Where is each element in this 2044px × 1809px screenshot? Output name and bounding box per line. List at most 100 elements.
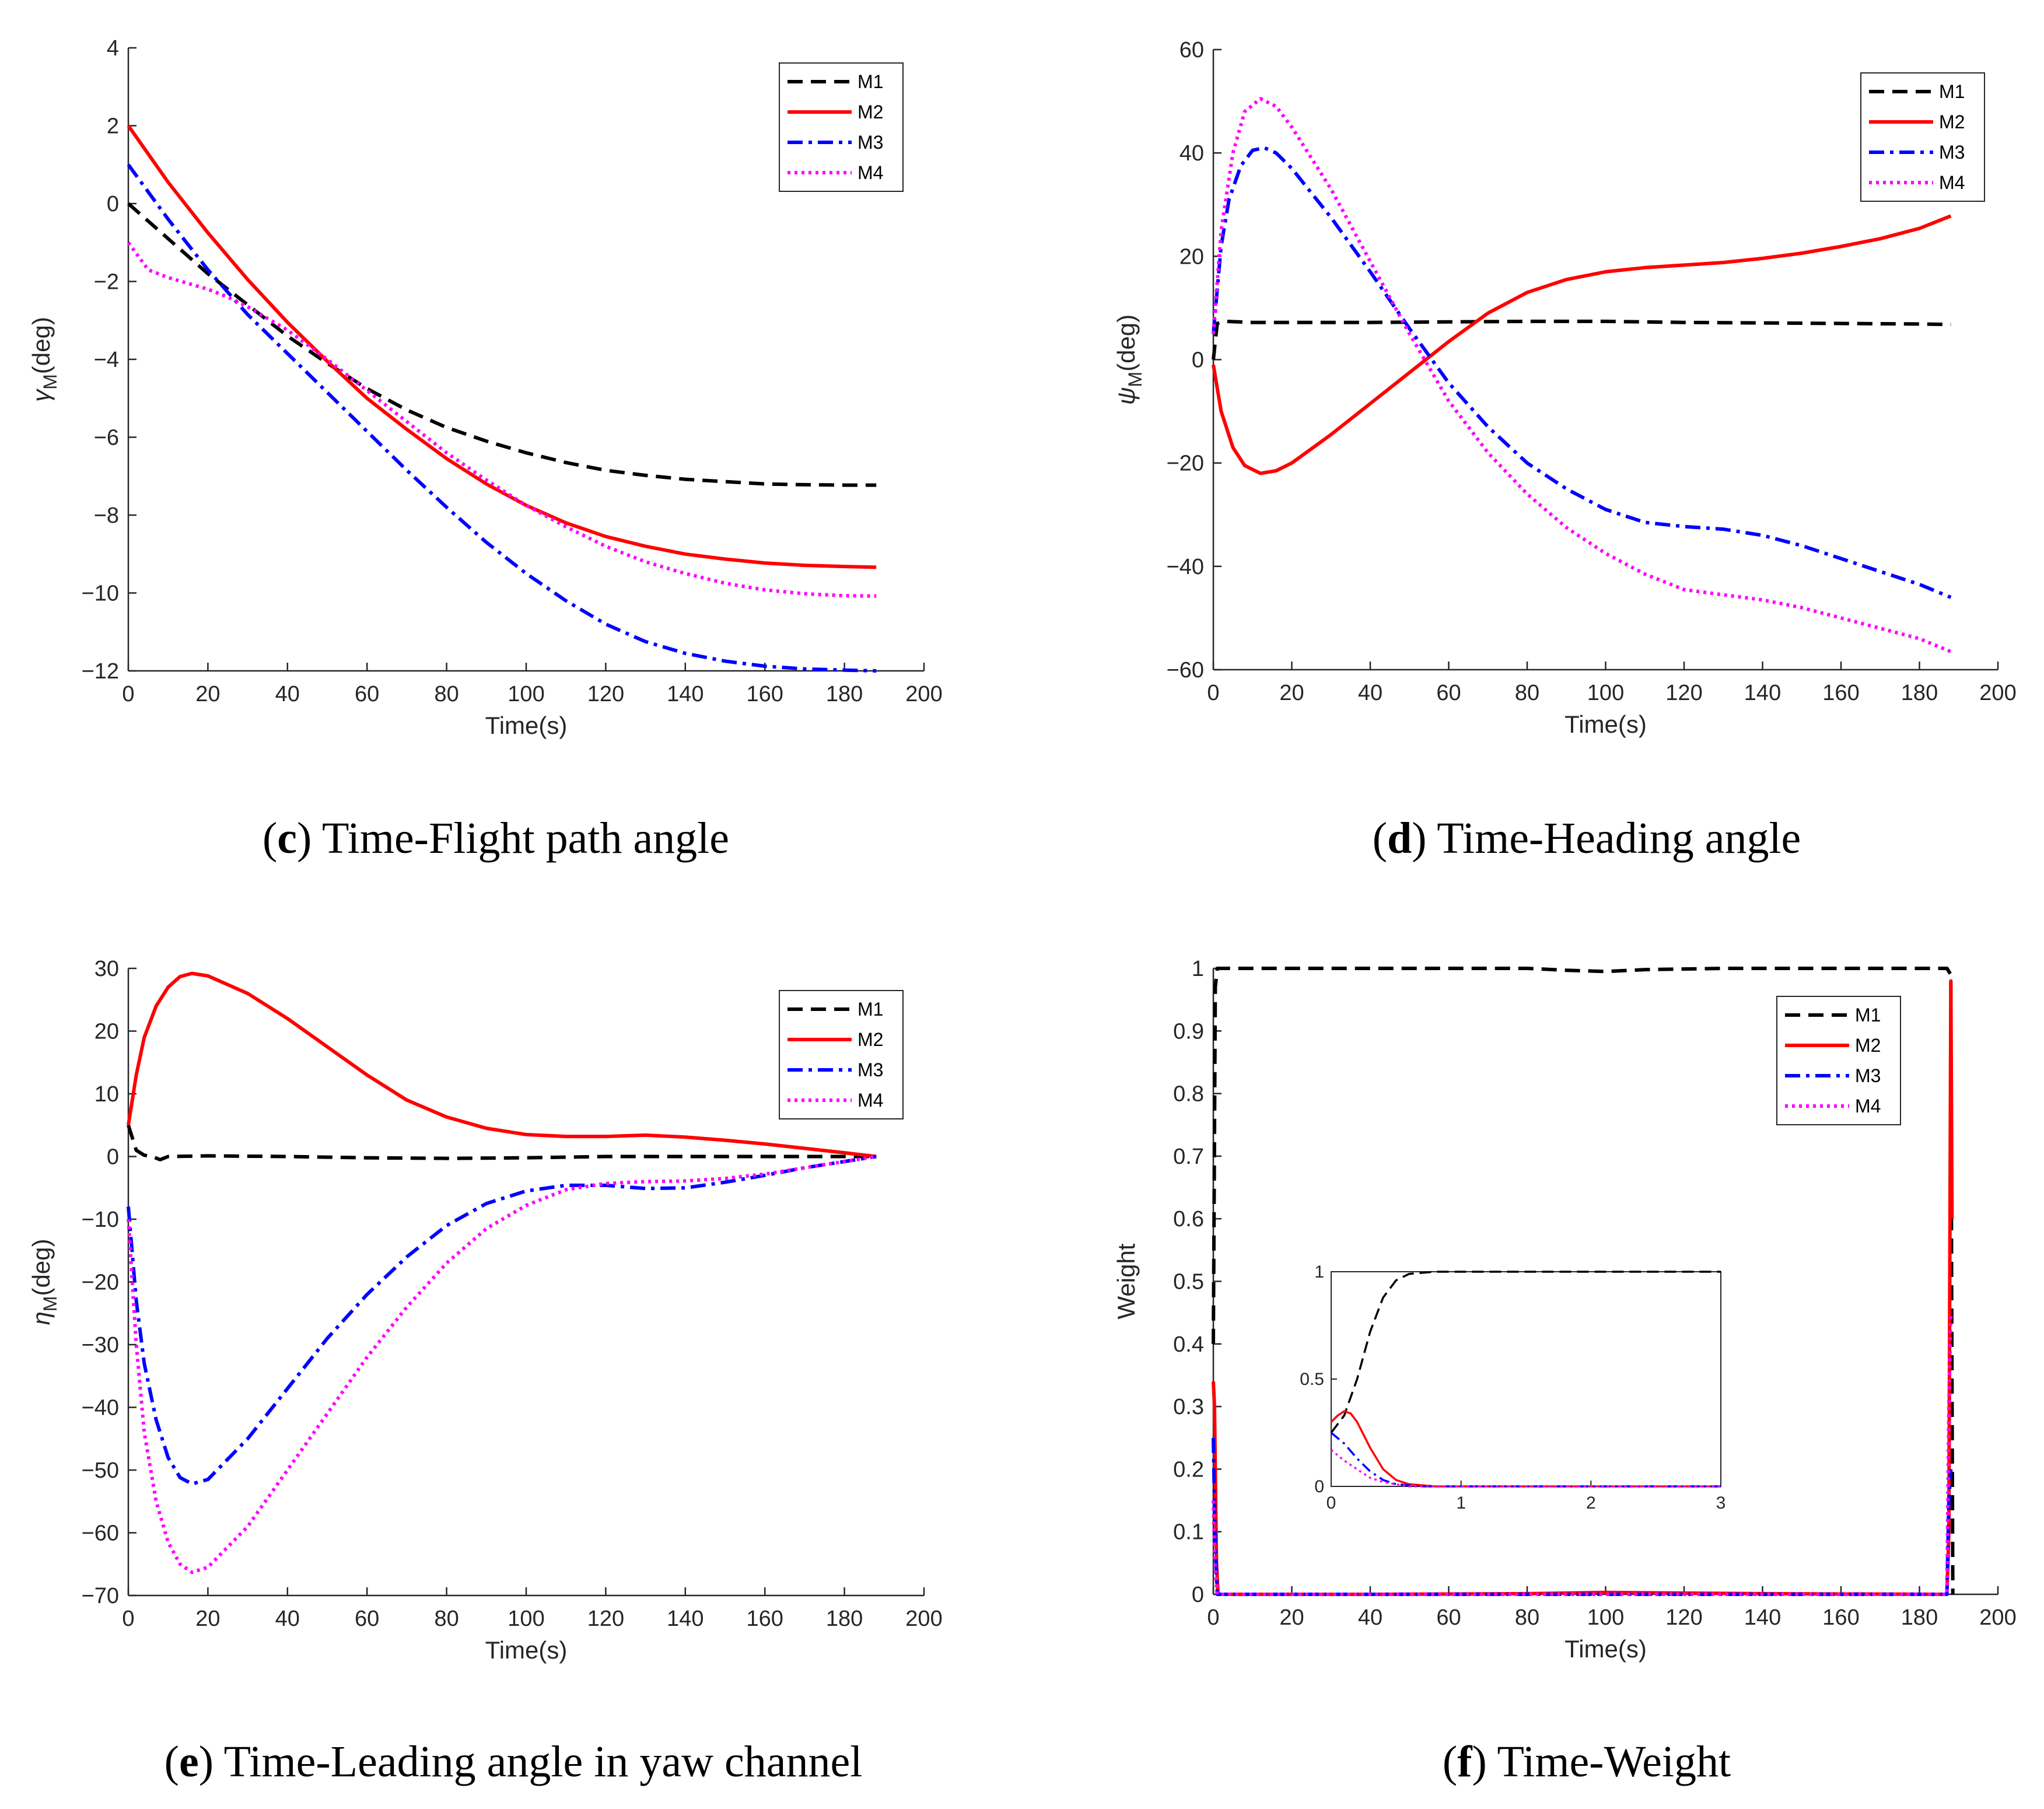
inset-series-line-m4 bbox=[1330, 1449, 1721, 1488]
x-tick-label: 100 bbox=[1587, 681, 1624, 705]
y-tick-label: 40 bbox=[1180, 141, 1204, 166]
panel-f: 0 20 40 60 80 100 120 140 160 180 20000.10.20.30.4… bbox=[1112, 957, 2017, 1786]
y-tick-label: 0 bbox=[1192, 1583, 1204, 1607]
panel-e: 0 20 40 60 80 100 120 140 160 180 200−70−60−50−40−… bbox=[27, 957, 943, 1786]
y-tick-label: −40 bbox=[82, 1396, 119, 1420]
x-tick-label: 0 bbox=[1207, 1605, 1219, 1630]
y-tick-label: 0.5 bbox=[1173, 1270, 1204, 1294]
y-tick-label: 20 bbox=[1180, 244, 1204, 269]
y-tick-label: 0 bbox=[107, 192, 119, 216]
y-tick-label: 0 bbox=[107, 1145, 119, 1170]
legend-box bbox=[779, 990, 904, 1119]
y-tick-label: 10 bbox=[94, 1082, 119, 1107]
x-axis-label: Time(s) bbox=[485, 1636, 568, 1664]
y-tick-label: 0.4 bbox=[1173, 1332, 1204, 1357]
y-axis-label-subscript: M bbox=[1125, 372, 1146, 387]
caption-text: Time-Flight path angle bbox=[312, 814, 729, 863]
x-tick-label: 80 bbox=[1515, 1605, 1539, 1630]
x-tick-label: 140 bbox=[667, 682, 704, 706]
x-tick-label: 180 bbox=[826, 1607, 863, 1631]
series-line-m4 bbox=[1212, 97, 1952, 653]
y-axis-label-subscript: M bbox=[40, 1296, 61, 1312]
legend-box bbox=[779, 62, 904, 192]
y-tick-label: −70 bbox=[82, 1584, 119, 1608]
y-axis-label: Weight bbox=[1112, 1243, 1140, 1319]
y-axis-label-unit: (deg) bbox=[27, 1238, 55, 1296]
x-tick-label: 160 bbox=[1822, 681, 1859, 705]
x-tick-label: 160 bbox=[746, 1607, 783, 1631]
x-tick-label: 40 bbox=[1358, 1605, 1382, 1630]
y-tick-label: −10 bbox=[82, 582, 119, 606]
series-line-m3 bbox=[127, 163, 877, 673]
y-tick-label: −20 bbox=[82, 1271, 119, 1295]
inset-series-line-m3 bbox=[1330, 1432, 1721, 1488]
legend-label-m1: M1 bbox=[1855, 1005, 1881, 1026]
x-tick-label: 140 bbox=[1744, 681, 1781, 705]
x-tick-label: 120 bbox=[1665, 1605, 1702, 1630]
caption-paren-open: ( bbox=[262, 814, 277, 863]
caption-paren-open: ( bbox=[1443, 1737, 1457, 1786]
x-tick-label: 200 bbox=[1979, 681, 2016, 705]
x-tick-label: 160 bbox=[746, 682, 783, 706]
y-tick-label: −40 bbox=[1167, 555, 1204, 579]
y-tick-label: 20 bbox=[94, 1020, 119, 1044]
legend-label-m3: M3 bbox=[1855, 1065, 1881, 1086]
y-axis-label: γM(deg) bbox=[27, 317, 61, 402]
caption-paren-close: ) bbox=[1412, 814, 1426, 863]
x-tick-label: 200 bbox=[905, 682, 942, 706]
y-tick-label: 0.7 bbox=[1173, 1145, 1204, 1169]
y-tick-label: 0.6 bbox=[1173, 1207, 1204, 1231]
legend-label-m2: M2 bbox=[1855, 1035, 1881, 1056]
y-tick-label: 0 bbox=[1192, 348, 1204, 373]
y-tick-label: −4 bbox=[94, 348, 119, 372]
legend-box bbox=[1776, 996, 1901, 1125]
x-tick-label: 120 bbox=[1665, 681, 1702, 705]
x-tick-label: 100 bbox=[1587, 1605, 1624, 1630]
series-line-m1 bbox=[1212, 967, 1955, 1595]
y-tick-label: 1 bbox=[1192, 957, 1204, 981]
y-tick-label: −60 bbox=[82, 1521, 119, 1546]
inset-y-tick-label: 1 bbox=[1314, 1262, 1324, 1282]
caption-paren-close: ) bbox=[1472, 1737, 1487, 1786]
x-tick-label: 40 bbox=[1358, 681, 1382, 705]
legend-label-m2: M2 bbox=[1939, 111, 1965, 132]
y-tick-label: 0.3 bbox=[1173, 1395, 1204, 1419]
x-axis-label: Time(s) bbox=[1564, 711, 1647, 738]
inset-frame bbox=[1331, 1271, 1721, 1487]
panel-caption: (f) Time-Weight bbox=[1443, 1737, 1731, 1786]
x-tick-label: 60 bbox=[355, 1607, 379, 1631]
y-tick-label: −10 bbox=[82, 1208, 119, 1232]
x-tick-label: 120 bbox=[587, 682, 624, 706]
inset-x-tick-label: 3 bbox=[1716, 1493, 1726, 1513]
x-tick-label: 200 bbox=[1979, 1605, 2016, 1630]
series-line-m2 bbox=[127, 971, 877, 1159]
panel-caption: (e) Time-Leading angle in yaw channel bbox=[164, 1737, 863, 1786]
x-tick-label: 180 bbox=[1901, 1605, 1938, 1630]
inset-chart: 0 1 2 3 0 0.5 1 bbox=[1300, 1262, 1726, 1513]
x-tick-label: 0 bbox=[122, 682, 134, 706]
legend: M1 M2 M3 M4 bbox=[1776, 996, 1901, 1125]
x-tick-label: 140 bbox=[1744, 1605, 1781, 1630]
caption-text: Time-Heading angle bbox=[1427, 814, 1801, 863]
x-tick-label: 40 bbox=[275, 1607, 300, 1631]
x-tick-label: 20 bbox=[1279, 681, 1304, 705]
caption-paren-open: ( bbox=[164, 1737, 179, 1786]
caption-paren-open: ( bbox=[1373, 814, 1387, 863]
legend-label-m3: M3 bbox=[858, 1059, 883, 1080]
legend-label-m1: M1 bbox=[858, 999, 883, 1020]
x-tick-label: 60 bbox=[1436, 681, 1461, 705]
x-tick-label: 40 bbox=[275, 682, 300, 706]
legend-label-m1: M1 bbox=[858, 71, 883, 92]
x-tick-label: 60 bbox=[1436, 1605, 1461, 1630]
legend-box bbox=[1860, 72, 1985, 202]
legend: M1 M2 M3 M4 bbox=[779, 990, 904, 1119]
legend-label-m4: M4 bbox=[858, 162, 883, 183]
y-tick-label: −6 bbox=[94, 426, 119, 450]
x-tick-label: 180 bbox=[826, 682, 863, 706]
series-line-m3 bbox=[1212, 146, 1952, 599]
series-line-m1 bbox=[127, 202, 877, 487]
legend-label-m3: M3 bbox=[1939, 142, 1965, 163]
x-tick-label: 180 bbox=[1901, 681, 1938, 705]
y-tick-label: 2 bbox=[107, 114, 119, 139]
legend-label-m4: M4 bbox=[1855, 1096, 1881, 1117]
